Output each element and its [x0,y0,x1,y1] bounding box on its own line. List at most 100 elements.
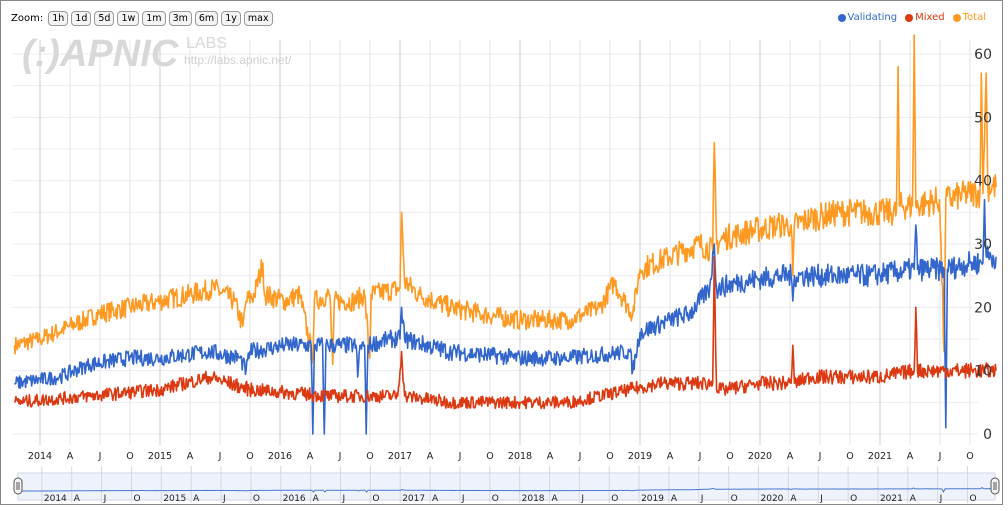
x-tick-label: A [187,451,194,462]
zoom-6m-button[interactable]: 6m [194,11,219,26]
navigator-tick-label: O [850,494,857,504]
x-tick-label: A [667,451,674,462]
navigator-tick-label: J [700,494,704,504]
x-tick-label: A [907,451,914,462]
navigator-tick-label: A [193,494,200,504]
series-line-mixed [13,255,997,410]
zoom-1m-button[interactable]: 1m [142,11,166,26]
x-tick-label: A [307,451,314,462]
watermark-url: http://labs.apnic.net/ [184,53,292,67]
zoom-1h-button[interactable]: 1h [48,11,69,26]
y-tick-label: 0 [983,427,992,443]
x-tick-label: J [218,451,222,462]
x-tick-label: O [846,451,853,462]
y-tick-label: 20 [974,300,992,316]
x-tick-label: O [126,451,133,462]
navigator-tick-label: 2021 [880,494,903,504]
navigator-tick-label: J [461,494,465,504]
navigator-range[interactable] [17,472,996,501]
navigator-tick-label: A [551,494,558,504]
navigator-tick-label: 2020 [761,494,784,504]
navigator-tick-label: O [492,494,499,504]
navigator-tick-label: 2018 [522,494,545,504]
legend-label: Mixed [915,12,945,23]
navigator-tick-label: J [103,494,107,504]
navigator-series-line [16,486,994,493]
x-tick-label: O [246,451,253,462]
mixed-dot-icon [905,13,914,22]
navigator-tick-label: 2014 [44,494,67,504]
navigator-left-handle[interactable] [13,477,23,495]
navigator-tick-label: J [341,494,345,504]
x-tick-label: J [578,451,582,462]
x-tick-label: 2021 [868,451,892,462]
navigator-tick-label: O [372,494,379,504]
navigator-tick-label: O [731,494,738,504]
navigator-right-handle[interactable] [990,477,1000,495]
y-tick-label: 10 [974,364,992,380]
x-tick-label: 2014 [28,451,52,462]
navigator-tick-label: 2019 [641,494,664,504]
validating-dot-icon [837,13,846,22]
x-tick-label: 2019 [628,451,652,462]
y-tick-label: 40 [974,174,992,190]
navigator-tick-label: O [611,494,618,504]
zoom-1y-button[interactable]: 1y [221,11,241,26]
legend-label: Total [962,12,986,23]
navigator-tick-label: J [580,494,584,504]
navigator-tick-label: A [74,494,81,504]
zoom-5d-button[interactable]: 5d [94,11,115,26]
total-dot-icon [952,13,961,22]
navigator-tick-label: O [970,494,977,504]
navigator-tick-label: 2016 [283,494,306,504]
navigator-tick-label: J [939,494,943,504]
zoom-1w-button[interactable]: 1w [117,11,140,26]
legend-label: Validating [847,12,898,23]
x-tick-label: J [338,451,342,462]
x-tick-label: J [818,451,822,462]
x-tick-label: 2017 [388,451,412,462]
x-tick-label: A [787,451,794,462]
watermark-logo: (:)APNIC [22,33,179,75]
x-tick-label: O [486,451,493,462]
x-tick-label: A [427,451,434,462]
legend-validating[interactable]: Validating [837,12,898,23]
series-line-validating [13,198,997,435]
x-tick-label: A [547,451,554,462]
zoom-label: Zoom: [11,13,44,24]
x-tick-label: O [966,451,973,462]
navigator-tick-label: 2015 [163,494,186,504]
apnic-labs-watermark: (:)APNIC LABS http://labs.apnic.net/ [22,33,292,75]
x-tick-label: 2020 [748,451,772,462]
zoom-1d-button[interactable]: 1d [71,11,92,26]
legend-total[interactable]: Total [952,12,986,23]
legend-mixed[interactable]: Mixed [905,12,945,23]
navigator-tick-label: A [313,494,320,504]
x-tick-label: J [938,451,942,462]
navigator-tick-label: 2017 [402,494,425,504]
zoom-max-button[interactable]: max [243,11,273,26]
navigator-tick-label: O [133,494,140,504]
x-tick-label: O [366,451,373,462]
x-tick-label: J [698,451,702,462]
navigator-tick-label: J [222,494,226,504]
x-tick-label: O [726,451,733,462]
navigator-tick-label: A [790,494,797,504]
x-tick-label: A [67,451,74,462]
navigator-tick-label: O [253,494,260,504]
y-tick-label: 60 [974,47,992,63]
x-tick-label: J [458,451,462,462]
watermark-labs: LABS [186,35,227,52]
navigator-tick-label: J [819,494,823,504]
x-tick-label: 2015 [148,451,172,462]
y-tick-label: 30 [974,237,992,253]
zoom-controls: Zoom: 1h 1d 5d 1w 1m 3m 6m 1y max [11,11,273,26]
y-tick-label: 50 [974,110,992,126]
zoom-3m-button[interactable]: 3m [168,11,192,26]
legend: Validating Mixed Total [837,12,986,23]
x-tick-label: 2018 [508,451,532,462]
navigator-tick-label: A [671,494,678,504]
series-line-total [13,34,997,366]
